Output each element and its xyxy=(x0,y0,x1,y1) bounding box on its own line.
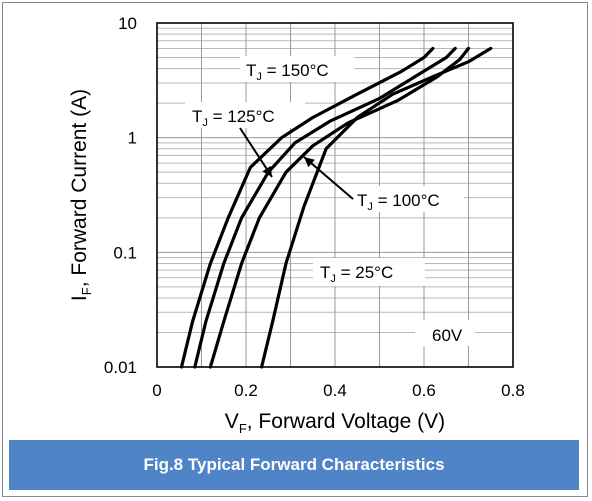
label-box xyxy=(415,320,475,346)
arrowhead xyxy=(304,157,315,168)
label-box xyxy=(185,102,305,128)
y-tick-label: 0.01 xyxy=(104,358,137,377)
callout-arrow xyxy=(303,156,354,200)
y-tick-label: 10 xyxy=(118,14,137,33)
series-line xyxy=(179,46,435,369)
tick-labels: 0 0.2 0.4 0.6 0.8 0.01 0.1 1 10 xyxy=(104,14,525,400)
figure-frame xyxy=(2,2,588,497)
label-boxes xyxy=(185,56,475,346)
y-tick-label: 0.1 xyxy=(113,243,137,262)
label-box xyxy=(313,258,425,286)
label-box xyxy=(240,56,354,82)
x-tick-label: 0.8 xyxy=(501,381,525,400)
series-labels: TJ = 150°C TJ = 125°C TJ = 100°C TJ = 25°C 6… xyxy=(192,61,463,345)
x-tick-label: 0 xyxy=(152,381,161,400)
figure-caption: Fig.8 Typical Forward Characteristics xyxy=(9,440,579,490)
series-line xyxy=(260,46,493,369)
x-tick-label: 0.4 xyxy=(323,381,347,400)
axis-labels: VF, Forward Voltage (V) IF, Forward Curre… xyxy=(68,89,445,436)
series-label: TJ = 150°C xyxy=(246,61,329,83)
series-label: TJ = 25°C xyxy=(320,263,393,285)
series-line xyxy=(193,46,457,369)
voltage-note: 60V xyxy=(432,326,463,345)
x-tick-label: 0.2 xyxy=(234,381,258,400)
label-box xyxy=(350,186,464,212)
callout-arrows xyxy=(239,127,354,200)
arrowhead xyxy=(262,165,272,177)
curves xyxy=(179,46,493,369)
y-axis-label: IF, Forward Current (A) xyxy=(68,89,94,301)
plot-border xyxy=(156,22,514,368)
series-label: TJ = 125°C xyxy=(192,107,275,129)
series-label: TJ = 100°C xyxy=(357,191,440,213)
x-axis-label: VF, Forward Voltage (V) xyxy=(225,410,445,436)
y-tick-label: 1 xyxy=(128,129,137,148)
x-tick-label: 0.6 xyxy=(412,381,436,400)
